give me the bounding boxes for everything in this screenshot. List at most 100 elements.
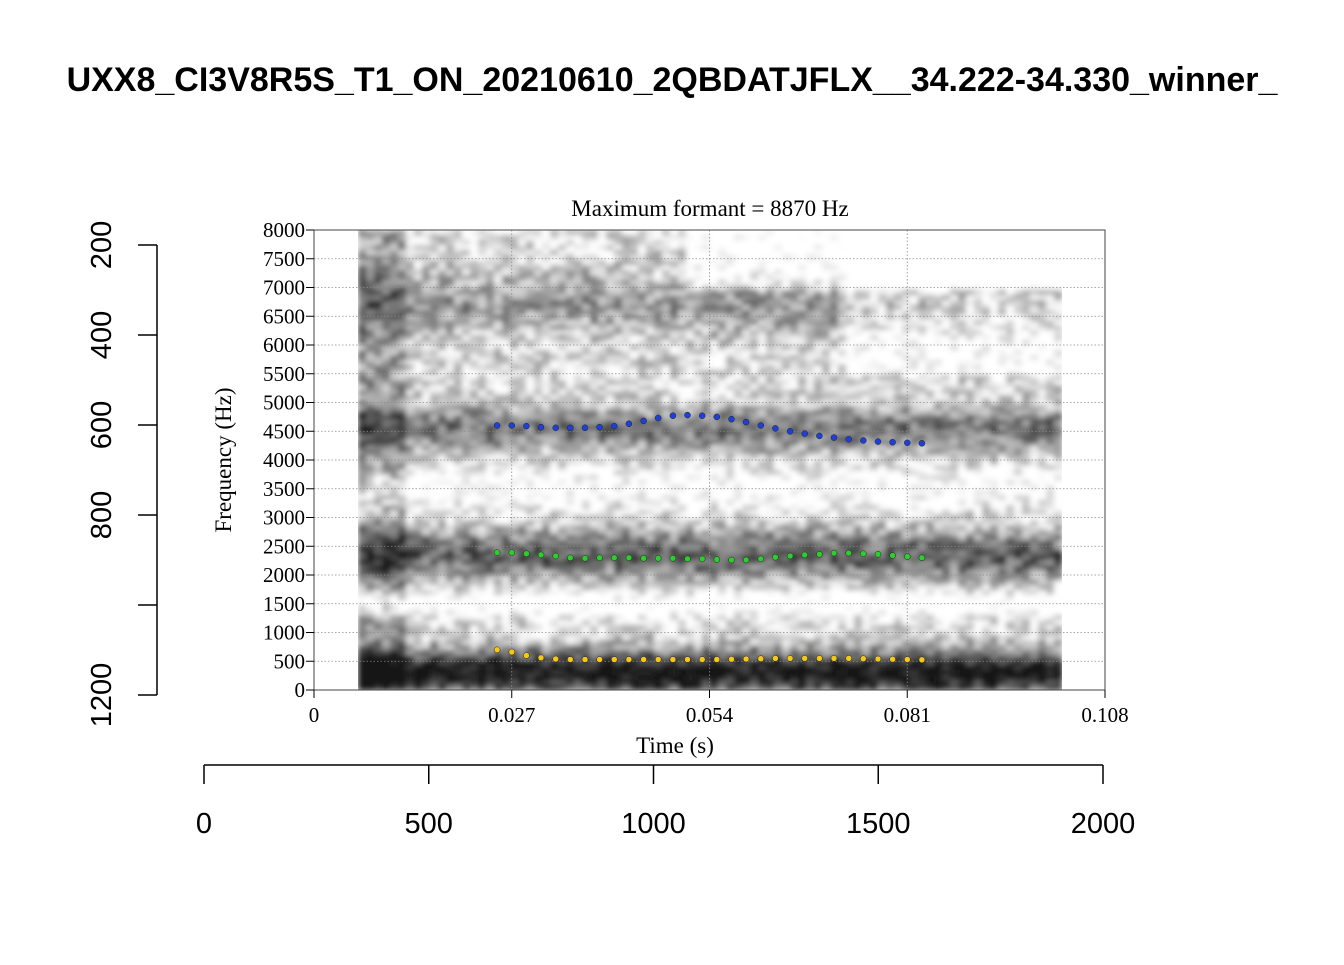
formant-point (831, 435, 837, 441)
x-tick-label: 0.108 (1081, 703, 1128, 727)
formant-point (743, 419, 749, 425)
formant-point (641, 555, 647, 561)
y-tick-label: 4500 (263, 419, 305, 443)
formant-point (641, 657, 647, 663)
formant-point (655, 657, 661, 663)
formant-point (509, 550, 515, 556)
y-tick-label: 5000 (263, 391, 305, 415)
outer-x-tick-label: 500 (405, 808, 453, 840)
formant-point (626, 657, 632, 663)
formant-point (685, 657, 691, 663)
formant-point (831, 655, 837, 661)
formant-point (772, 554, 778, 560)
formant-point (670, 555, 676, 561)
formant-point (890, 553, 896, 559)
formant-point (729, 656, 735, 662)
outer-y-tick-label: 1200 (86, 663, 118, 728)
chart-title: Maximum formant = 8870 Hz (571, 196, 848, 221)
y-tick-label: 1500 (263, 592, 305, 616)
formant-point (875, 551, 881, 557)
formant-point (538, 552, 544, 558)
x-tick-label: 0.081 (884, 703, 931, 727)
formant-point (641, 418, 647, 424)
formant-point (553, 656, 559, 662)
formant-point (816, 551, 822, 557)
y-tick-label: 3000 (263, 506, 305, 530)
formant-point (802, 655, 808, 661)
formant-point (567, 425, 573, 431)
formant-point (846, 550, 852, 556)
outer-x-tick-label: 1000 (621, 808, 686, 840)
formant-point (802, 431, 808, 437)
x-tick-label: 0.027 (488, 703, 535, 727)
formant-point (890, 439, 896, 445)
formant-point (655, 415, 661, 421)
formant-point (714, 657, 720, 663)
formant-point (699, 657, 705, 663)
formant-point (919, 657, 925, 663)
formant-point (509, 649, 515, 655)
formant-point (655, 555, 661, 561)
formant-point (611, 555, 617, 561)
formant-point (772, 655, 778, 661)
formant-point (729, 416, 735, 422)
x-tick-label: 0.054 (686, 703, 734, 727)
formant-point (626, 555, 632, 561)
formant-point (846, 655, 852, 661)
formant-point (523, 423, 529, 429)
formant-point (860, 438, 866, 444)
formant-point (494, 423, 500, 429)
y-tick-label: 3500 (263, 477, 305, 501)
formant-point (670, 413, 676, 419)
formant-point (904, 657, 910, 663)
formant-point (582, 555, 588, 561)
formant-point (597, 424, 603, 430)
formant-point (509, 423, 515, 429)
formant-point (611, 657, 617, 663)
formant-point (816, 655, 822, 661)
formant-point (582, 425, 588, 431)
y-tick-label: 2000 (263, 563, 305, 587)
formant-point (714, 414, 720, 420)
formant-point (860, 551, 866, 557)
formant-point (538, 655, 544, 661)
y-tick-label: 500 (274, 649, 306, 673)
y-tick-label: 8000 (263, 218, 305, 242)
inner-y-axis: 0500100015002000250030003500400045005000… (263, 218, 314, 702)
formant-point (772, 425, 778, 431)
formant-point (494, 647, 500, 653)
y-tick-label: 5500 (263, 362, 305, 386)
x-axis-label: Time (s) (636, 733, 714, 758)
formant-point (890, 656, 896, 662)
formant-point (875, 439, 881, 445)
formant-point (597, 657, 603, 663)
formant-point (553, 553, 559, 559)
formant-point (758, 423, 764, 429)
formant-point (860, 656, 866, 662)
formant-point (802, 552, 808, 558)
formant-point (743, 557, 749, 563)
formant-point (816, 433, 822, 439)
formant-point (758, 656, 764, 662)
formant-point (553, 425, 559, 431)
y-axis-label: Frequency (Hz) (211, 388, 236, 533)
formant-point (685, 412, 691, 418)
formant-point (714, 557, 720, 563)
formant-point (523, 551, 529, 557)
formant-point (699, 413, 705, 419)
y-tick-label: 1000 (263, 621, 305, 645)
formant-point (582, 657, 588, 663)
formant-point (787, 553, 793, 559)
formant-point (567, 555, 573, 561)
formant-point (729, 557, 735, 563)
formant-point (626, 421, 632, 427)
formant-point (758, 556, 764, 562)
formant-point (670, 657, 676, 663)
outer-y-tick-label: 400 (86, 311, 118, 359)
formant-point (846, 436, 852, 442)
formant-point (919, 555, 925, 561)
outer-x-tick-label: 2000 (1071, 808, 1136, 840)
formant-point (743, 656, 749, 662)
